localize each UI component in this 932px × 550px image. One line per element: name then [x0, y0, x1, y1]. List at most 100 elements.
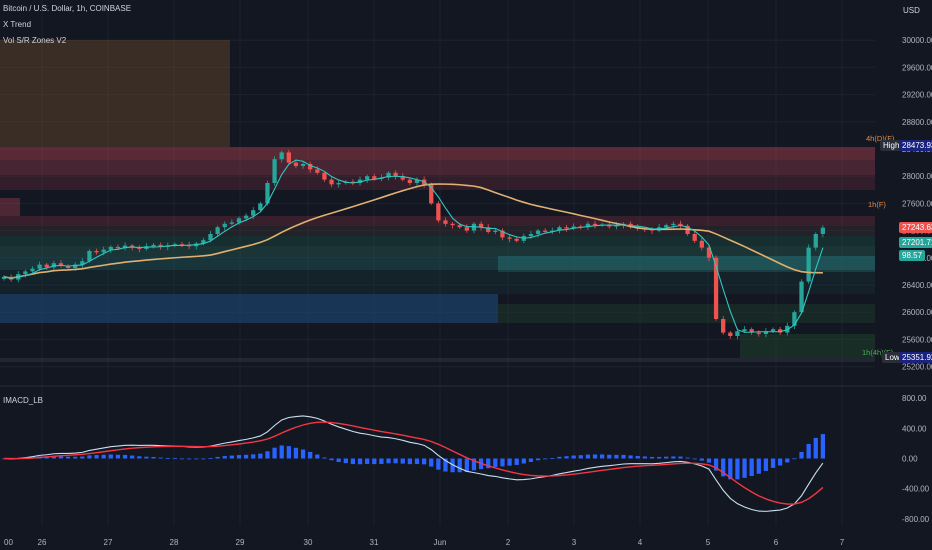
candle[interactable] — [208, 234, 213, 241]
candle[interactable] — [308, 163, 313, 170]
candle[interactable] — [108, 246, 113, 250]
candle[interactable] — [678, 223, 683, 226]
candle[interactable] — [671, 223, 676, 226]
candle[interactable] — [464, 227, 469, 231]
candle[interactable] — [706, 247, 712, 258]
candle[interactable] — [478, 223, 484, 228]
candle[interactable] — [770, 329, 776, 332]
candle[interactable] — [201, 240, 206, 244]
candle[interactable] — [101, 249, 106, 253]
candle[interactable] — [507, 237, 512, 239]
candle[interactable] — [407, 179, 413, 183]
candle[interactable] — [279, 152, 284, 160]
candle[interactable] — [443, 220, 448, 224]
time-tick-label: 2 — [506, 538, 511, 547]
candle[interactable] — [87, 251, 92, 262]
candle[interactable] — [336, 183, 341, 185]
candle[interactable] — [1, 276, 7, 279]
indicator-x-trend[interactable]: X Trend — [3, 20, 32, 29]
candle[interactable] — [528, 234, 534, 237]
candle[interactable] — [585, 223, 591, 228]
candle[interactable] — [806, 247, 811, 282]
candle[interactable] — [493, 230, 498, 232]
candle[interactable] — [23, 271, 28, 275]
candle[interactable] — [393, 172, 398, 177]
candle[interactable] — [286, 152, 291, 163]
candle[interactable] — [721, 319, 726, 333]
candle[interactable] — [742, 329, 747, 332]
candle[interactable] — [820, 227, 826, 234]
macd-histogram-bar — [514, 458, 519, 465]
candle[interactable] — [222, 223, 227, 228]
candle[interactable] — [229, 222, 234, 224]
candle[interactable] — [151, 244, 156, 247]
candle[interactable] — [592, 223, 598, 226]
candle[interactable] — [450, 223, 455, 226]
candle[interactable] — [251, 210, 256, 216]
macd-histogram-bar — [115, 454, 121, 459]
candle[interactable] — [272, 159, 277, 183]
candle[interactable] — [158, 244, 163, 247]
candle[interactable] — [713, 257, 719, 319]
indicator-vol-sr-zones[interactable]: Vol S/R Zones V2 — [3, 36, 67, 45]
candle[interactable] — [236, 218, 242, 223]
candle[interactable] — [692, 234, 697, 241]
candle[interactable] — [179, 244, 185, 246]
candle[interactable] — [30, 268, 35, 272]
candle[interactable] — [322, 172, 327, 180]
macd-indicator-label[interactable]: IMACD_LB — [3, 396, 44, 405]
candle[interactable] — [799, 281, 804, 313]
candle[interactable] — [329, 179, 334, 185]
candle[interactable] — [735, 331, 740, 336]
candle[interactable] — [535, 230, 541, 234]
candle[interactable] — [486, 227, 491, 232]
candle[interactable] — [137, 247, 142, 249]
candle[interactable] — [386, 172, 391, 178]
candle[interactable] — [543, 230, 548, 232]
macd-histogram-bar — [94, 455, 99, 459]
candle[interactable] — [514, 238, 519, 241]
candle[interactable] — [315, 169, 320, 173]
candle[interactable] — [65, 265, 71, 268]
candle[interactable] — [792, 312, 797, 326]
candle[interactable] — [51, 263, 56, 268]
candle[interactable] — [293, 162, 299, 166]
candle[interactable] — [37, 264, 42, 269]
candle[interactable] — [571, 226, 576, 229]
candle[interactable] — [265, 183, 270, 204]
candle[interactable] — [778, 329, 783, 333]
candle[interactable] — [749, 329, 754, 333]
candle[interactable] — [557, 227, 562, 231]
candle[interactable] — [80, 261, 85, 265]
candle[interactable] — [400, 176, 405, 180]
candle[interactable] — [300, 163, 306, 166]
candle[interactable] — [365, 176, 370, 180]
candle[interactable] — [457, 225, 462, 228]
candle[interactable] — [350, 181, 356, 183]
candle[interactable] — [215, 227, 220, 234]
candle[interactable] — [664, 225, 669, 228]
candle[interactable] — [763, 331, 769, 334]
candle[interactable] — [122, 245, 128, 249]
candle[interactable] — [436, 203, 441, 221]
macd-histogram-bar — [194, 458, 199, 460]
candle[interactable] — [115, 246, 121, 249]
candle[interactable] — [243, 215, 249, 219]
candle[interactable] — [500, 230, 505, 238]
candle[interactable] — [429, 184, 434, 204]
candle[interactable] — [44, 264, 49, 268]
candle[interactable] — [372, 176, 377, 179]
candle[interactable] — [94, 251, 99, 253]
macd-histogram-bar — [685, 457, 690, 459]
candle[interactable] — [58, 263, 64, 266]
candle[interactable] — [564, 227, 569, 229]
candle[interactable] — [699, 240, 704, 248]
candle[interactable] — [414, 179, 420, 183]
candle[interactable] — [73, 264, 78, 268]
candle[interactable] — [813, 234, 818, 248]
candle[interactable] — [258, 203, 263, 211]
candle[interactable] — [756, 332, 761, 334]
candle[interactable] — [728, 332, 733, 336]
